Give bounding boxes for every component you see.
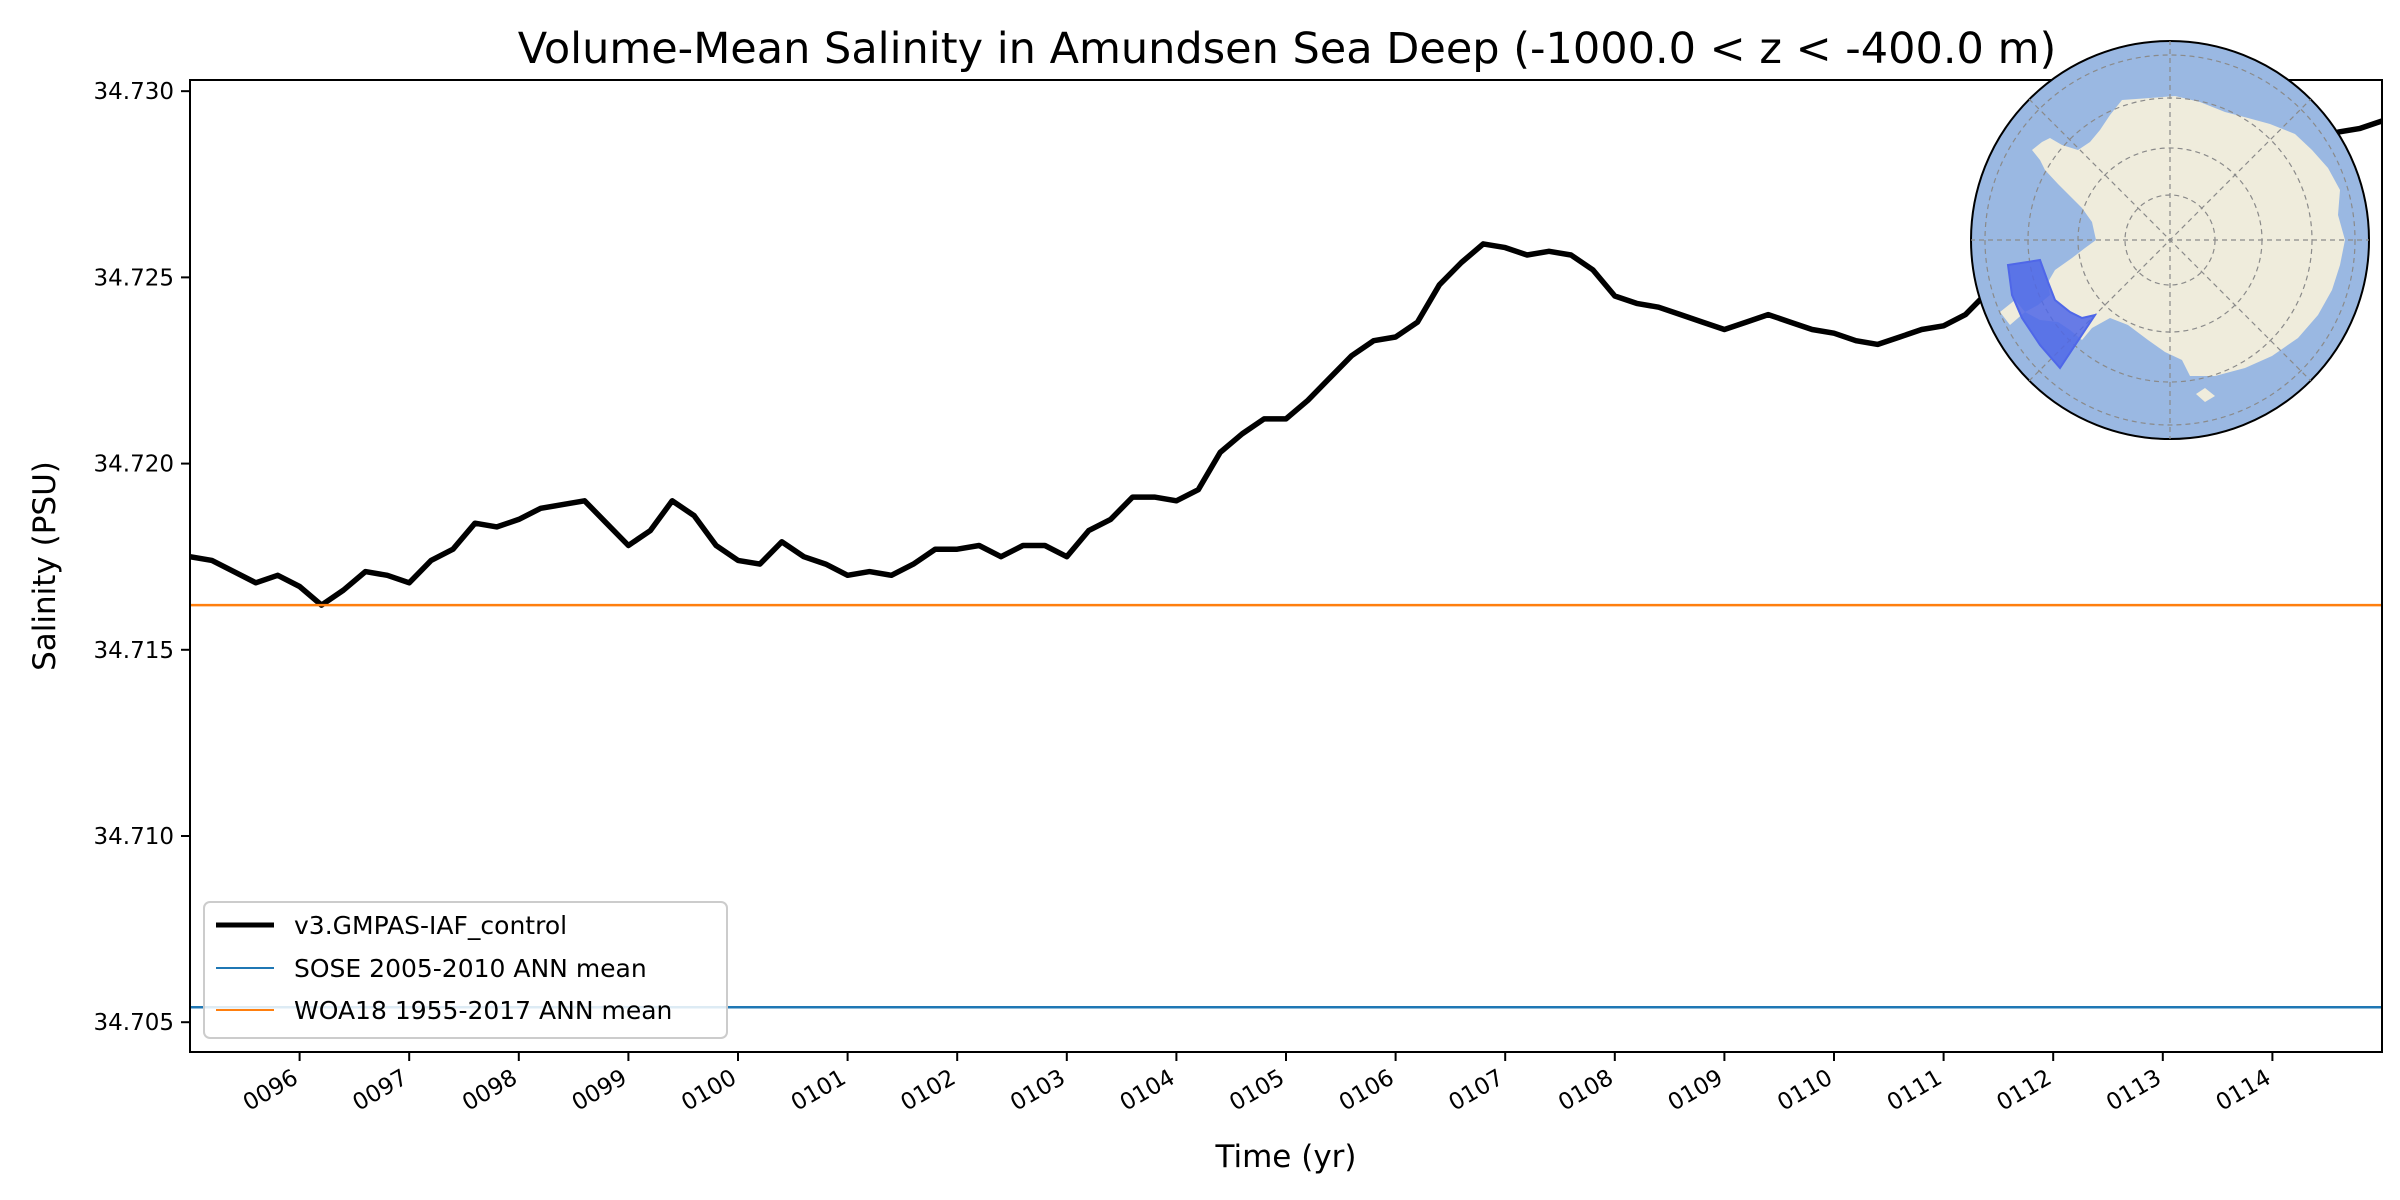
y-tick-label: 34.720 (94, 452, 174, 478)
y-tick-label: 34.705 (94, 1010, 174, 1036)
y-axis-title: Salinity (PSU) (27, 461, 63, 671)
y-tick-label: 34.730 (94, 79, 174, 105)
legend-label-control: v3.GMPAS-IAF_control (294, 911, 567, 940)
antarctica-inset-map (1970, 40, 2370, 440)
legend: v3.GMPAS-IAF_control SOSE 2005-2010 ANN … (203, 901, 728, 1039)
chart-title: Volume-Mean Salinity in Amundsen Sea Dee… (518, 24, 2057, 74)
island-2 (2196, 388, 2215, 402)
legend-label-sose: SOSE 2005-2010 ANN mean (294, 954, 647, 983)
y-axis: 34.705 34.710 34.715 34.720 34.725 34.730 (94, 79, 190, 1036)
legend-label-woa18: WOA18 1955-2017 ANN mean (294, 996, 672, 1025)
y-tick-label: 34.715 (94, 638, 174, 664)
y-tick-label: 34.725 (94, 265, 174, 291)
legend-box (203, 901, 728, 1039)
amundsen-sea-region (2006, 258, 2098, 370)
y-tick-label: 34.710 (94, 824, 174, 850)
x-axis-title: Time (yr) (1215, 1139, 1357, 1175)
antarctica-landmass (2025, 96, 2345, 376)
